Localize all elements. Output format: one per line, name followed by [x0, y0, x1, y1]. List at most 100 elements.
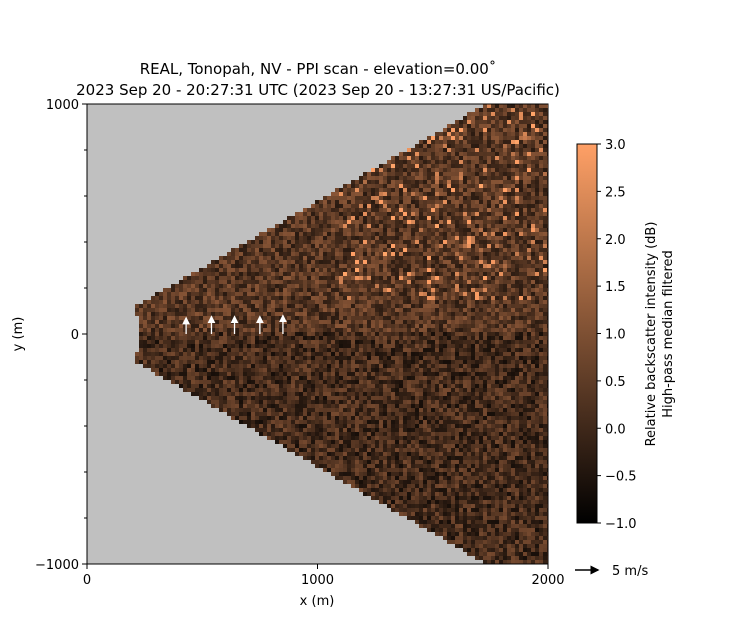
heatmap-cell: [151, 336, 155, 340]
heatmap-cell: [403, 336, 407, 340]
heatmap-cell: [427, 292, 431, 296]
heatmap-cell: [355, 224, 359, 228]
heatmap-cell: [355, 276, 359, 280]
heatmap-cell: [387, 500, 391, 504]
heatmap-cell: [431, 188, 435, 192]
heatmap-cell: [171, 352, 175, 356]
heatmap-cell: [403, 276, 407, 280]
heatmap-cell: [407, 480, 411, 484]
heatmap-cell: [279, 264, 283, 268]
heatmap-cell: [291, 240, 295, 244]
heatmap-cell: [303, 220, 307, 224]
heatmap-cell: [283, 436, 287, 440]
heatmap-cell: [443, 332, 447, 336]
heatmap-cell: [207, 376, 211, 380]
heatmap-cell: [383, 344, 387, 348]
heatmap-cell: [419, 296, 423, 300]
heatmap-cell: [251, 396, 255, 400]
heatmap-cell: [435, 392, 439, 396]
heatmap-cell: [439, 368, 443, 372]
heatmap-cell: [271, 372, 275, 376]
heatmap-cell: [339, 200, 343, 204]
heatmap-cell: [383, 340, 387, 344]
heatmap-cell: [363, 212, 367, 216]
heatmap-cell: [399, 372, 403, 376]
heatmap-cell: [255, 244, 259, 248]
heatmap-cell: [459, 236, 463, 240]
heatmap-cell: [311, 412, 315, 416]
heatmap-cell: [459, 232, 463, 236]
heatmap-cell: [263, 284, 267, 288]
heatmap-cell: [259, 356, 263, 360]
heatmap-cell: [267, 232, 271, 236]
heatmap-cell: [263, 280, 267, 284]
heatmap-cell: [319, 248, 323, 252]
heatmap-cell: [423, 272, 427, 276]
heatmap-cell: [423, 440, 427, 444]
heatmap-cell: [403, 508, 407, 512]
heatmap-cell: [355, 252, 359, 256]
heatmap-cell: [315, 248, 319, 252]
heatmap-cell: [343, 252, 347, 256]
heatmap-cell: [455, 148, 459, 152]
heatmap-cell: [443, 272, 447, 276]
heatmap-cell: [427, 344, 431, 348]
heatmap-cell: [379, 256, 383, 260]
heatmap-cell: [255, 372, 259, 376]
heatmap-cell: [251, 244, 255, 248]
heatmap-cell: [423, 496, 427, 500]
heatmap-cell: [367, 184, 371, 188]
heatmap-cell: [359, 440, 363, 444]
heatmap-cell: [355, 300, 359, 304]
heatmap-cell: [363, 364, 367, 368]
heatmap-cell: [175, 304, 179, 308]
heatmap-cell: [327, 408, 331, 412]
heatmap-cell: [311, 420, 315, 424]
heatmap-cell: [439, 464, 443, 468]
heatmap-cell: [383, 468, 387, 472]
heatmap-cell: [419, 388, 423, 392]
heatmap-cell: [231, 384, 235, 388]
heatmap-cell: [255, 404, 259, 408]
heatmap-cell: [407, 304, 411, 308]
heatmap-cell: [351, 336, 355, 340]
heatmap-cell: [363, 316, 367, 320]
heatmap-cell: [231, 408, 235, 412]
heatmap-cell: [359, 272, 363, 276]
heatmap-cell: [435, 484, 439, 488]
heatmap-cell: [355, 236, 359, 240]
heatmap-cell: [459, 280, 463, 284]
heatmap-cell: [339, 332, 343, 336]
heatmap-cell: [363, 368, 367, 372]
heatmap-cell: [335, 304, 339, 308]
heatmap-cell: [311, 368, 315, 372]
heatmap-cell: [395, 268, 399, 272]
heatmap-cell: [363, 472, 367, 476]
heatmap-cell: [151, 296, 155, 300]
heatmap-cell: [435, 488, 439, 492]
heatmap-cell: [411, 472, 415, 476]
heatmap-cell: [147, 332, 151, 336]
heatmap-cell: [399, 424, 403, 428]
heatmap-cell: [347, 304, 351, 308]
heatmap-cell: [343, 288, 347, 292]
heatmap-cell: [459, 480, 463, 484]
heatmap-cell: [351, 468, 355, 472]
heatmap-cell: [203, 332, 207, 336]
heatmap-cell: [223, 284, 227, 288]
heatmap-cell: [367, 288, 371, 292]
heatmap-cell: [451, 436, 455, 440]
heatmap-cell: [327, 392, 331, 396]
heatmap-cell: [383, 408, 387, 412]
heatmap-cell: [347, 344, 351, 348]
heatmap-cell: [419, 428, 423, 432]
heatmap-cell: [395, 236, 399, 240]
heatmap-cell: [407, 460, 411, 464]
heatmap-cell: [339, 312, 343, 316]
heatmap-cell: [331, 456, 335, 460]
heatmap-cell: [407, 488, 411, 492]
heatmap-cell: [443, 320, 447, 324]
heatmap-cell: [387, 416, 391, 420]
heatmap-cell: [403, 448, 407, 452]
heatmap-cell: [339, 224, 343, 228]
